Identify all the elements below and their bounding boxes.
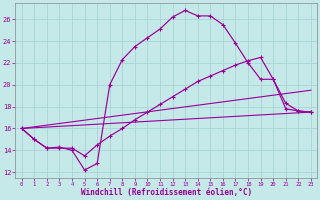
X-axis label: Windchill (Refroidissement éolien,°C): Windchill (Refroidissement éolien,°C)	[81, 188, 252, 197]
